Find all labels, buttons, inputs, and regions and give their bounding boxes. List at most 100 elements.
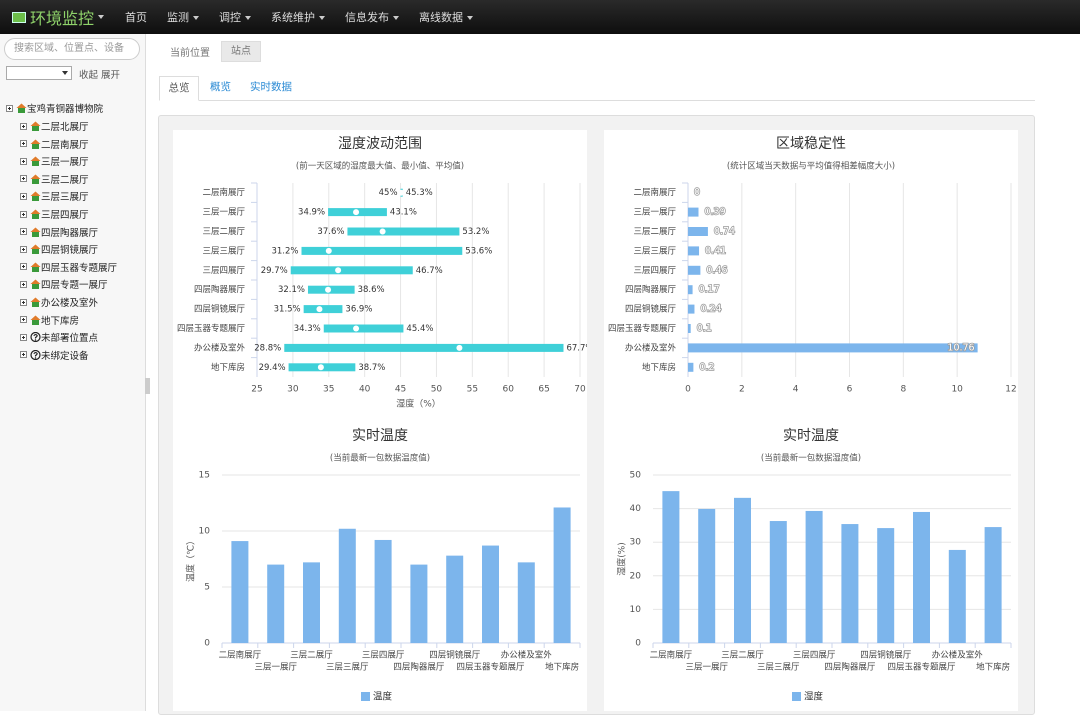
x-tick-label: 二层南展厅 [219, 650, 262, 661]
tree-label: 三层三展厅 [41, 192, 89, 204]
caret [193, 16, 199, 20]
y-tick-label: 30 [630, 538, 642, 548]
min-label: 34.3% [294, 324, 321, 334]
house [32, 178, 39, 184]
tab[interactable]: 总览 [159, 76, 199, 101]
value-label: 10.76 [947, 342, 974, 353]
bar [688, 227, 708, 236]
y-tick-label: 四层铜镜展厅 [194, 304, 246, 315]
circle [30, 332, 41, 343]
bar [769, 521, 787, 643]
bar [688, 362, 694, 372]
navbar: 环境监控 首页 监测 调控 系统维护 信息发布 离线数据 [0, 0, 1080, 34]
x-tick-label: 6 [847, 385, 853, 395]
tree-node[interactable]: 四层铜镜展厅 [20, 242, 98, 256]
sidebar-handle[interactable] [145, 378, 150, 394]
bar [662, 491, 680, 643]
tab[interactable]: 概览 [210, 81, 231, 93]
expander [20, 157, 27, 165]
roof [30, 262, 41, 267]
value-label: 0.1 [697, 323, 712, 334]
chart-subtitle: (统计区域当天数据与平均值得相差幅度大小) [727, 161, 895, 172]
roof [30, 315, 41, 320]
min-label: 37.6% [317, 227, 344, 237]
x-axis-title: 湿度（%） [396, 398, 441, 410]
tree-node[interactable]: 三层一展厅 [20, 154, 89, 168]
logo[interactable]: 环境监控 [0, 5, 115, 29]
range-bar [284, 343, 564, 352]
tree-node[interactable]: 四层专题一展厅 [20, 277, 108, 291]
bar [805, 510, 823, 643]
x-tick-label: 0 [685, 385, 691, 395]
tree-node[interactable]: 二层南展厅 [20, 137, 89, 151]
nav-item[interactable]: 系统维护 [261, 9, 335, 25]
nav-label: 首页 [125, 11, 147, 24]
min-label: 29.4% [259, 363, 286, 373]
value-label: 0.74 [714, 226, 735, 237]
y-tick-label: 0 [635, 639, 641, 649]
bar [553, 507, 571, 643]
nav-item[interactable]: 首页 [115, 9, 157, 25]
caret [319, 16, 325, 20]
home-icon [30, 262, 41, 272]
breadcrumb-label: 当前位置 [170, 48, 210, 59]
tree-node[interactable]: 宝鸡青铜器博物院 [6, 101, 103, 115]
tree-node[interactable]: 二层北展厅 [20, 119, 89, 133]
nav-item[interactable]: 调控 [209, 9, 261, 25]
average-marker [379, 228, 386, 235]
bar [688, 304, 695, 314]
x-tick-label: 45 [395, 385, 406, 395]
tree-node[interactable]: 四层陶器展厅 [20, 225, 98, 239]
house [32, 231, 39, 237]
dashboard-panel: 湿度波动范围 (前一天区域的湿度最大值、最小值、平均值) 25 30 35 40 45 50 5… [158, 115, 1035, 715]
chart-card: 湿度波动范围 (前一天区域的湿度最大值、最小值、平均值) 25 30 35 40 45 50 5… [173, 130, 594, 420]
bar [410, 564, 428, 643]
tree-node[interactable]: 未绑定设备 [20, 348, 89, 362]
tree-label: 二层南展厅 [41, 139, 89, 151]
average-marker [316, 306, 323, 313]
tree-node[interactable]: 三层三展厅 [20, 189, 89, 203]
value-label: 0.24 [700, 304, 721, 315]
nav-item[interactable]: 信息发布 [335, 9, 409, 25]
tree-node[interactable]: 地下库房 [20, 313, 79, 327]
tab[interactable]: 实时数据 [250, 81, 292, 93]
y-tick-label: 四层玉器专题展厅 [608, 323, 677, 334]
bar [688, 285, 693, 295]
bar [482, 545, 499, 643]
expander [20, 228, 27, 236]
max-label: 38.7% [358, 363, 385, 373]
expander [20, 333, 27, 341]
tree-node[interactable]: 三层二展厅 [20, 172, 89, 186]
y-tick-label: 10 [199, 527, 211, 537]
nav-item[interactable]: 监测 [157, 9, 209, 25]
y-tick-label: 二层南展厅 [633, 187, 676, 198]
max-label: 67.7% [566, 343, 587, 353]
x-tick-label: 35 [323, 385, 334, 395]
x-tick-label: 四层铜镜展厅 [860, 650, 912, 661]
max-label: 46.7% [416, 266, 443, 276]
y-tick-label: 20 [630, 571, 642, 581]
average-marker [456, 344, 463, 351]
y-tick-label: 三层一展厅 [633, 208, 676, 218]
select[interactable] [6, 66, 72, 80]
house [32, 319, 39, 325]
tree-node[interactable]: 办公楼及室外 [20, 295, 98, 309]
bar [688, 343, 978, 353]
min-label: 31.5% [274, 305, 301, 315]
qmark [33, 334, 38, 339]
tree-node[interactable]: 未部署位置点 [20, 330, 98, 344]
average-marker [335, 267, 342, 274]
expander [20, 351, 27, 359]
y-tick-label: 四层玉器专题展厅 [177, 323, 246, 334]
chart: 区域稳定性 (统计区域当天数据与平均值得相差幅度大小) 0 2 4 6 8 10 12 二层南展厅… [608, 136, 1017, 395]
collapse-expand[interactable]: 收起 展开 [79, 70, 121, 81]
x-tick-label: 三层一展厅 [254, 663, 297, 673]
tree-node[interactable]: 四层玉器专题展厅 [20, 260, 117, 274]
x-tick-label: 65 [538, 385, 549, 395]
nav-item[interactable]: 离线数据 [409, 9, 483, 25]
tree-node[interactable]: 三层四展厅 [20, 207, 89, 221]
average-marker [325, 247, 332, 254]
x-tick-label: 办公楼及室外 [501, 650, 553, 661]
search-box[interactable]: 搜索区域、位置点、设备 [4, 38, 140, 60]
